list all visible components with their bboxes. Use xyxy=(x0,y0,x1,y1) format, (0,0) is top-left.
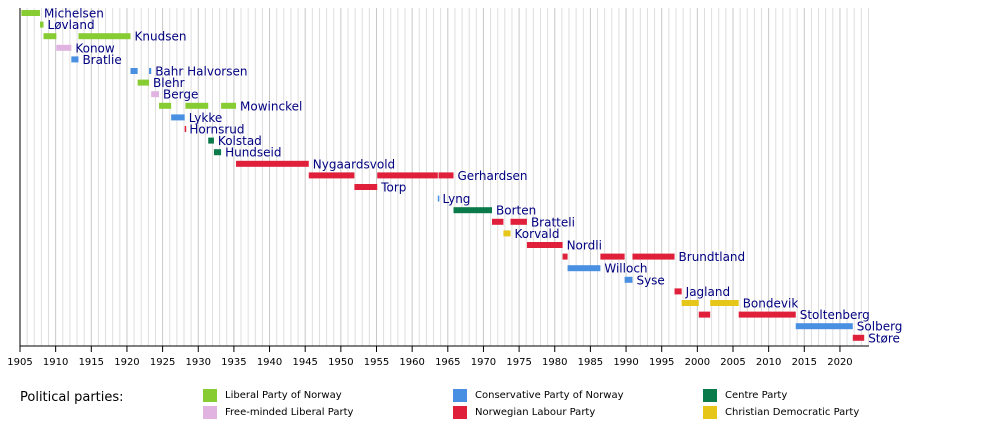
tick-label-1985: 1985 xyxy=(578,357,603,368)
term-bar-9-2 xyxy=(185,102,209,109)
term-bar-15-3 xyxy=(438,172,454,179)
pm-label-27: Stoltenberg xyxy=(800,308,870,322)
pm-label-4: Konow xyxy=(75,41,115,55)
pm-label-24: Syse xyxy=(636,273,664,287)
pm-label-14: Nygaardsvold xyxy=(313,157,395,171)
pm-label-15: Gerhardsen xyxy=(458,169,528,183)
pm-label-29: Støre xyxy=(868,331,900,345)
pm-label-9: Mowinckel xyxy=(240,99,302,113)
term-bar-26-2 xyxy=(710,300,739,306)
pm-label-20: Korvald xyxy=(515,227,560,241)
pm-label-5: Bratlie xyxy=(82,53,121,67)
tick-label-1910: 1910 xyxy=(43,357,68,368)
term-bar-23-1 xyxy=(567,265,601,272)
term-bar-12-1 xyxy=(208,137,214,144)
tick-label-1925: 1925 xyxy=(150,357,175,368)
term-bar-6-1 xyxy=(130,68,138,74)
term-bar-13-1 xyxy=(213,149,222,156)
pm-label-7: Blehr xyxy=(153,76,185,90)
tick-label-1970: 1970 xyxy=(471,357,496,368)
term-bar-27-2 xyxy=(738,311,796,318)
tick-label-1965: 1965 xyxy=(435,357,460,368)
tick-label-1955: 1955 xyxy=(364,357,389,368)
pm-label-2: Løvland xyxy=(48,18,95,32)
term-bar-2-1 xyxy=(39,21,44,28)
pm-label-17: Lyng xyxy=(443,192,471,206)
pm-label-6: Bahr Halvorsen xyxy=(155,65,247,79)
term-bar-3-2 xyxy=(78,33,131,40)
tick-label-1975: 1975 xyxy=(506,357,531,368)
term-bar-28-1 xyxy=(795,323,853,330)
term-bars xyxy=(21,10,865,341)
term-bar-22-2 xyxy=(600,253,625,260)
pm-label-16: Torp xyxy=(380,181,406,195)
term-bar-26-1 xyxy=(681,300,699,306)
term-bar-21-1 xyxy=(526,242,563,248)
tick-label-2010: 2010 xyxy=(756,357,781,368)
pm-label-21: Nordli xyxy=(567,239,602,253)
term-bar-16-1 xyxy=(354,184,378,190)
pm-label-26: Bondevik xyxy=(743,297,799,311)
tick-label-1915: 1915 xyxy=(79,357,104,368)
term-bar-4-1 xyxy=(56,44,72,51)
term-bar-14-1 xyxy=(236,160,309,167)
pm-label-22: Brundtland xyxy=(679,250,746,264)
term-bar-10-1 xyxy=(171,114,185,121)
term-bar-5-1 xyxy=(71,56,79,63)
term-bar-11-1 xyxy=(184,126,187,132)
tick-label-1960: 1960 xyxy=(399,357,424,368)
pm-label-18: Borten xyxy=(496,204,536,218)
tick-label-1950: 1950 xyxy=(328,357,353,368)
term-bar-25-1 xyxy=(674,288,682,295)
pm-label-8: Berge xyxy=(163,88,198,102)
tick-label-2005: 2005 xyxy=(720,357,745,368)
term-bar-27-1 xyxy=(698,311,711,318)
term-bar-6-2 xyxy=(149,68,152,74)
term-bar-18-1 xyxy=(453,207,493,214)
term-bar-15-1 xyxy=(308,172,355,179)
term-bar-29-1 xyxy=(852,334,865,341)
tick-label-2015: 2015 xyxy=(792,357,817,368)
pm-label-1: Michelsen xyxy=(44,7,104,21)
term-bar-19-1 xyxy=(492,218,504,225)
term-bar-24-1 xyxy=(624,276,633,283)
tick-label-1940: 1940 xyxy=(257,357,282,368)
term-bar-8-1 xyxy=(151,91,160,98)
tick-label-2000: 2000 xyxy=(685,357,710,368)
term-bar-22-3 xyxy=(632,253,675,260)
term-bar-9-1 xyxy=(159,102,172,109)
tick-label-1930: 1930 xyxy=(186,357,211,368)
pm-label-13: Hundseid xyxy=(225,146,281,160)
year-grid xyxy=(26,8,869,346)
x-axis-ticks: 1905 1910 1915 1920 1925 1930 1935 1940 1945 1950… xyxy=(7,346,853,368)
tick-label-1945: 1945 xyxy=(292,357,317,368)
tick-label-1980: 1980 xyxy=(542,357,567,368)
term-bar-1-1 xyxy=(21,10,40,16)
tick-label-1920: 1920 xyxy=(114,357,139,368)
pm-label-23: Willoch xyxy=(604,262,647,276)
tick-label-1935: 1935 xyxy=(221,357,246,368)
term-bar-9-3 xyxy=(221,102,237,109)
term-bar-7-1 xyxy=(137,79,150,86)
pm-label-28: Solberg xyxy=(857,320,903,334)
pm-label-10: Lykke xyxy=(189,111,223,125)
term-bar-15-2 xyxy=(377,172,438,179)
tick-label-1905: 1905 xyxy=(7,357,32,368)
pm-label-3: Knudsen xyxy=(135,30,187,44)
tick-label-1990: 1990 xyxy=(613,357,638,368)
pm-label-25: Jagland xyxy=(685,285,730,299)
pm-label-11: Hornsrud xyxy=(189,123,244,137)
term-bar-19-2 xyxy=(510,218,527,225)
tick-label-1995: 1995 xyxy=(649,357,674,368)
pm-label-19: Bratteli xyxy=(531,215,575,229)
term-bar-17-1 xyxy=(437,195,440,202)
term-bar-3-1 xyxy=(43,33,57,40)
term-bar-20-1 xyxy=(503,230,511,237)
term-bar-22-1 xyxy=(562,253,568,260)
pm-label-12: Kolstad xyxy=(218,134,262,148)
tick-label-2020: 2020 xyxy=(827,357,852,368)
